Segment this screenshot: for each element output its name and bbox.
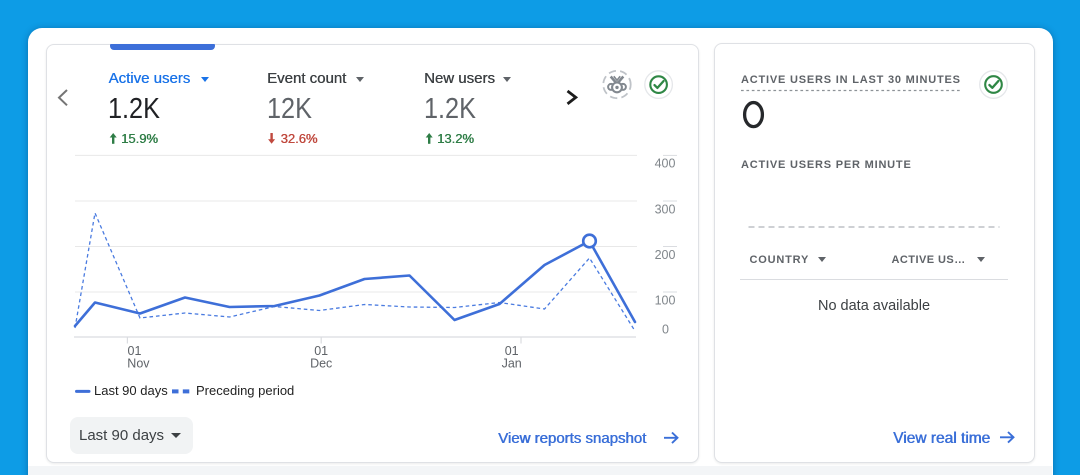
svg-text:01: 01 [128,344,142,358]
svg-text:200: 200 [655,248,676,262]
svg-text:300: 300 [655,202,676,216]
svg-text:01: 01 [505,344,519,358]
svg-text:01: 01 [314,344,328,358]
svg-text:0: 0 [662,322,669,336]
svg-text:Jan: Jan [502,356,522,370]
svg-text:400: 400 [655,157,676,171]
svg-text:Nov: Nov [127,356,150,370]
svg-text:Dec: Dec [310,356,332,370]
svg-text:100: 100 [655,293,676,307]
